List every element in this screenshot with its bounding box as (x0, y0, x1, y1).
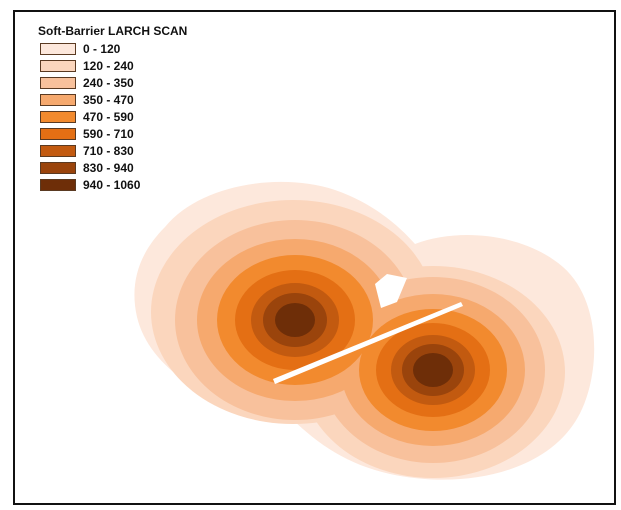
density-zone-8 (275, 303, 315, 337)
legend-item: 0 - 120 (38, 40, 187, 57)
legend-swatch (40, 93, 76, 106)
legend-item: 940 - 1060 (38, 176, 187, 193)
legend-swatch (40, 59, 76, 72)
legend-swatch (40, 110, 76, 123)
legend-item: 350 - 470 (38, 91, 187, 108)
legend-label: 710 - 830 (83, 143, 134, 158)
barrier-patch (375, 274, 407, 308)
legend-label: 120 - 240 (83, 58, 134, 73)
legend-item: 470 - 590 (38, 108, 187, 125)
legend-item: 830 - 940 (38, 159, 187, 176)
legend-label: 350 - 470 (83, 92, 134, 107)
legend-rows: 0 - 120 120 - 240 240 - 350 350 - 470 470 - … (38, 40, 187, 193)
legend: Soft-Barrier LARCH SCAN 0 - 120 120 - 240… (38, 24, 187, 193)
legend-item: 240 - 350 (38, 74, 187, 91)
legend-label: 590 - 710 (83, 126, 134, 141)
legend-item: 710 - 830 (38, 142, 187, 159)
legend-item: 120 - 240 (38, 57, 187, 74)
legend-item: 590 - 710 (38, 125, 187, 142)
legend-label: 240 - 350 (83, 75, 134, 90)
legend-title: Soft-Barrier LARCH SCAN (38, 24, 188, 38)
legend-swatch (40, 42, 76, 55)
legend-label: 0 - 120 (83, 41, 121, 56)
legend-swatch (40, 144, 76, 157)
legend-swatch (40, 161, 76, 174)
legend-label: 830 - 940 (83, 160, 134, 175)
density-zones (134, 181, 595, 480)
legend-label: 940 - 1060 (83, 177, 141, 192)
legend-swatch (40, 178, 76, 191)
legend-swatch (40, 127, 76, 140)
map-frame: Soft-Barrier LARCH SCAN 0 - 120 120 - 240… (13, 10, 616, 505)
legend-label: 470 - 590 (83, 109, 134, 124)
legend-swatch (40, 76, 76, 89)
density-zone-8 (413, 353, 453, 387)
barrier-line (273, 302, 463, 384)
density-map[interactable] (15, 12, 616, 505)
